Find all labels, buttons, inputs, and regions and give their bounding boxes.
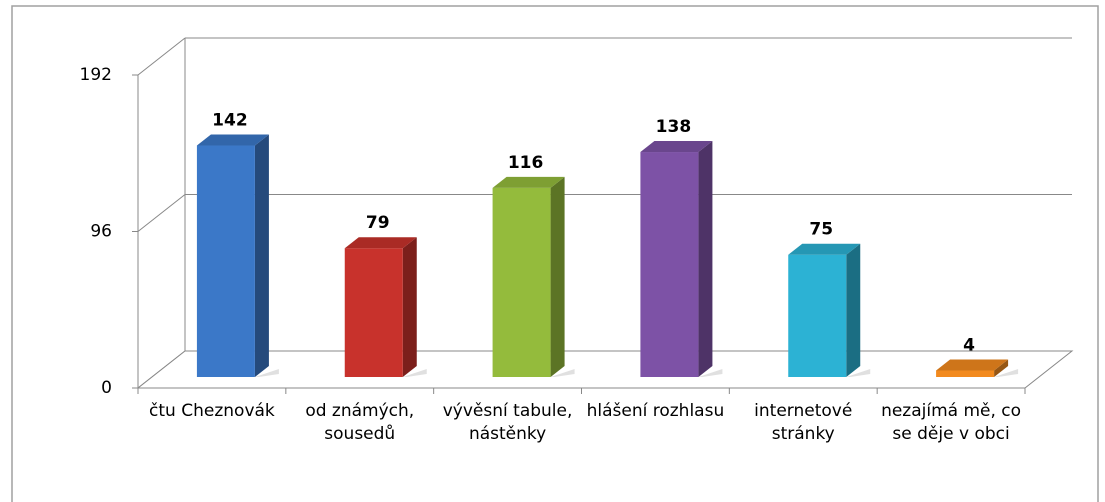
bar — [492, 187, 551, 377]
bar-side — [994, 359, 1009, 377]
x-tick-label: hlášení rozhlasu — [586, 401, 725, 421]
bar-top — [492, 176, 565, 188]
bar — [788, 254, 847, 377]
bar-top — [936, 359, 1009, 371]
x-tick-label: nezajímá mě, co se děje v obci — [881, 401, 1022, 444]
bar — [936, 370, 995, 377]
y-tick-label: 0 — [101, 378, 112, 398]
y-tick-label: 96 — [90, 222, 112, 242]
value-label: 116 — [508, 153, 544, 173]
bar-shadow — [402, 369, 427, 377]
bar — [344, 248, 403, 377]
bar — [640, 152, 699, 377]
grid-line — [137, 194, 186, 232]
bar-shadow — [254, 369, 279, 377]
bar-shadow — [846, 369, 871, 377]
value-label: 138 — [656, 117, 692, 137]
bar-top — [344, 237, 417, 249]
bar-side — [698, 141, 713, 377]
value-label: 4 — [963, 335, 975, 355]
bar-top — [196, 134, 269, 146]
value-label: 75 — [809, 220, 833, 240]
bar-side — [846, 243, 861, 377]
bar-side — [402, 237, 417, 377]
grid-line — [137, 37, 186, 76]
bar-shadow — [698, 369, 723, 377]
bar-side — [254, 134, 269, 377]
x-tick-label: vývěsní tabule, nástěnky — [442, 401, 573, 444]
bar-top — [788, 243, 861, 255]
value-label: 79 — [366, 213, 390, 233]
value-label: 142 — [212, 111, 248, 131]
bar-shadow — [550, 369, 575, 377]
x-tick-label: čtu Cheznovák — [149, 401, 275, 421]
x-tick-label: internetové stránky — [754, 401, 853, 444]
x-tick-label: od známých, sousedů — [305, 401, 415, 444]
bar-side — [550, 176, 565, 377]
bar-shadow — [994, 369, 1019, 377]
y-tick-label: 192 — [80, 65, 112, 85]
bar-top — [640, 141, 713, 153]
bar — [196, 145, 255, 377]
chart-border — [11, 5, 1099, 502]
